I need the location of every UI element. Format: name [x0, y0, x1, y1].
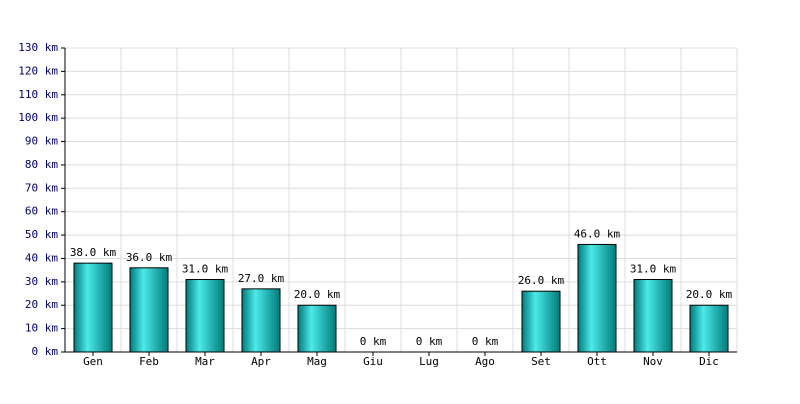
y-tick-label: 40 km — [25, 251, 58, 264]
y-tick-label: 70 km — [25, 181, 58, 194]
y-tick-label: 80 km — [25, 158, 58, 171]
value-label: 20.0 km — [686, 288, 733, 301]
value-label: 46.0 km — [574, 227, 621, 240]
y-tick-label: 50 km — [25, 228, 58, 241]
bar — [689, 304, 729, 353]
y-tick-label: 60 km — [25, 205, 58, 218]
x-tick-label: Giu — [363, 355, 383, 368]
x-tick-label: Gen — [83, 355, 103, 368]
y-tick-label: 130 km — [18, 41, 58, 54]
x-tick-label: Ago — [475, 355, 495, 368]
value-label: 31.0 km — [182, 263, 229, 276]
value-label: 38.0 km — [70, 246, 117, 259]
bar — [73, 262, 113, 353]
bar — [521, 290, 561, 353]
x-tick-label: Feb — [139, 355, 159, 368]
bar — [241, 288, 281, 353]
x-tick-label: Apr — [251, 355, 271, 368]
y-tick-label: 0 km — [32, 345, 59, 358]
x-tick-label: Dic — [699, 355, 719, 368]
x-tick-label: Mar — [195, 355, 215, 368]
x-tick-label: Lug — [419, 355, 439, 368]
y-tick-label: 100 km — [18, 111, 58, 124]
y-tick-label: 10 km — [25, 322, 58, 335]
value-label: 31.0 km — [630, 263, 677, 276]
value-label: 36.0 km — [126, 251, 173, 264]
value-label: 20.0 km — [294, 288, 341, 301]
bar — [297, 304, 337, 353]
value-label: 26.0 km — [518, 274, 565, 287]
x-tick-label: Mag — [307, 355, 327, 368]
x-tick-label: Nov — [643, 355, 663, 368]
bar — [577, 243, 617, 353]
value-label: 27.0 km — [238, 272, 285, 285]
value-label: 0 km — [416, 335, 443, 348]
y-tick-label: 30 km — [25, 275, 58, 288]
y-tick-label: 120 km — [18, 64, 58, 77]
y-tick-label: 110 km — [18, 88, 58, 101]
y-tick-label: 90 km — [25, 135, 58, 148]
y-tick-label: 20 km — [25, 298, 58, 311]
value-label: 0 km — [472, 335, 499, 348]
x-tick-label: Set — [531, 355, 551, 368]
bar — [185, 279, 225, 353]
bar — [633, 279, 673, 353]
value-label: 0 km — [360, 335, 387, 348]
bar — [129, 267, 169, 353]
x-tick-label: Ott — [587, 355, 607, 368]
